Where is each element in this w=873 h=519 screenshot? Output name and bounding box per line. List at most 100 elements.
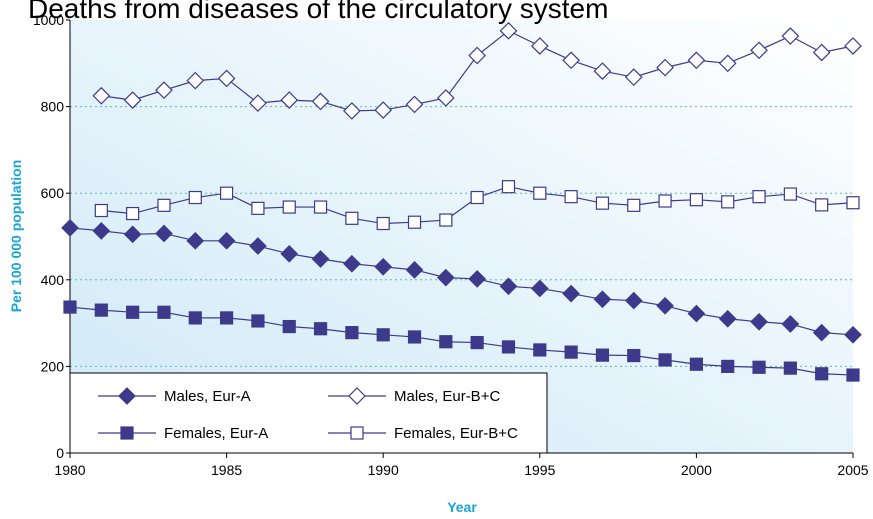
marker (249, 237, 267, 255)
marker (126, 305, 140, 319)
marker (562, 51, 580, 70)
marker (63, 300, 77, 314)
marker (405, 95, 424, 114)
marker (530, 279, 549, 298)
x-tick-label: 1990 (368, 462, 399, 478)
marker (718, 309, 737, 328)
marker (350, 426, 364, 440)
marker (405, 260, 424, 279)
marker (439, 335, 453, 349)
marker (155, 81, 173, 99)
marker (345, 326, 359, 340)
marker (627, 198, 641, 212)
marker (118, 387, 136, 405)
marker (468, 46, 487, 65)
marker (656, 296, 674, 315)
x-tick-label: 1985 (211, 462, 242, 478)
marker (374, 101, 393, 119)
marker (501, 180, 516, 194)
marker (562, 284, 580, 303)
marker (468, 270, 487, 288)
marker (123, 91, 142, 109)
y-tick-label: 1000 (33, 12, 64, 28)
marker (815, 198, 829, 212)
x-axis-label: Year (447, 499, 477, 515)
marker (624, 291, 643, 310)
marker (533, 343, 547, 357)
marker (343, 254, 361, 273)
marker (844, 325, 862, 344)
marker (374, 257, 393, 276)
marker (844, 37, 862, 55)
marker (251, 201, 265, 215)
marker (689, 357, 704, 371)
marker (92, 86, 111, 105)
marker (656, 58, 674, 77)
marker (61, 218, 79, 237)
marker (348, 387, 366, 405)
marker (470, 335, 484, 350)
marker (593, 62, 612, 80)
marker (501, 340, 516, 354)
marker (92, 222, 111, 240)
y-axis-label: Per 100 000 population (8, 160, 24, 313)
legend-label: Females, Eur-B+C (394, 425, 518, 442)
marker (313, 322, 328, 336)
marker (126, 206, 140, 221)
marker (280, 244, 299, 263)
legend-label: Females, Eur-A (164, 425, 268, 442)
marker (120, 426, 134, 440)
marker (718, 54, 737, 73)
x-tick-label: 2000 (681, 462, 712, 478)
legend-box (69, 372, 548, 454)
marker (251, 314, 265, 328)
marker (721, 359, 735, 373)
marker (846, 196, 860, 210)
marker (249, 94, 267, 112)
y-tick-label: 200 (41, 358, 65, 374)
x-tick-label: 1995 (524, 462, 555, 478)
marker (123, 225, 142, 244)
marker (345, 211, 359, 225)
marker (499, 21, 518, 40)
marker (436, 89, 455, 107)
legend: Males, Eur-A Males, Eur-B+C Females, Eur-A… (69, 372, 548, 454)
marker (752, 190, 766, 204)
marker (220, 186, 234, 200)
marker (658, 194, 672, 208)
marker (313, 200, 328, 214)
legend-label: Males, Eur-B+C (394, 388, 500, 405)
marker (593, 290, 612, 309)
marker (781, 315, 800, 333)
marker (783, 187, 797, 201)
marker (627, 348, 641, 363)
y-tick-label: 800 (41, 99, 65, 115)
y-tick-label: 0 (56, 445, 64, 461)
marker (376, 328, 390, 342)
marker (564, 190, 578, 204)
marker (564, 345, 578, 359)
marker (407, 215, 422, 229)
marker (311, 250, 330, 268)
marker (812, 323, 831, 342)
marker (155, 224, 173, 243)
marker (343, 102, 361, 120)
marker (530, 37, 549, 55)
marker (750, 312, 768, 331)
marker (499, 277, 518, 296)
marker (812, 43, 831, 62)
marker (188, 190, 202, 205)
marker (217, 231, 236, 250)
marker (407, 330, 422, 344)
marker (220, 311, 234, 325)
marker (436, 268, 455, 287)
x-tick-label: 1980 (54, 462, 85, 478)
marker (94, 203, 108, 218)
y-tick-label: 600 (41, 185, 65, 201)
chart-title: Deaths from diseases of the circulatory … (28, 0, 608, 24)
marker (846, 368, 860, 382)
marker (311, 92, 330, 111)
marker (280, 91, 299, 109)
marker (595, 348, 610, 362)
